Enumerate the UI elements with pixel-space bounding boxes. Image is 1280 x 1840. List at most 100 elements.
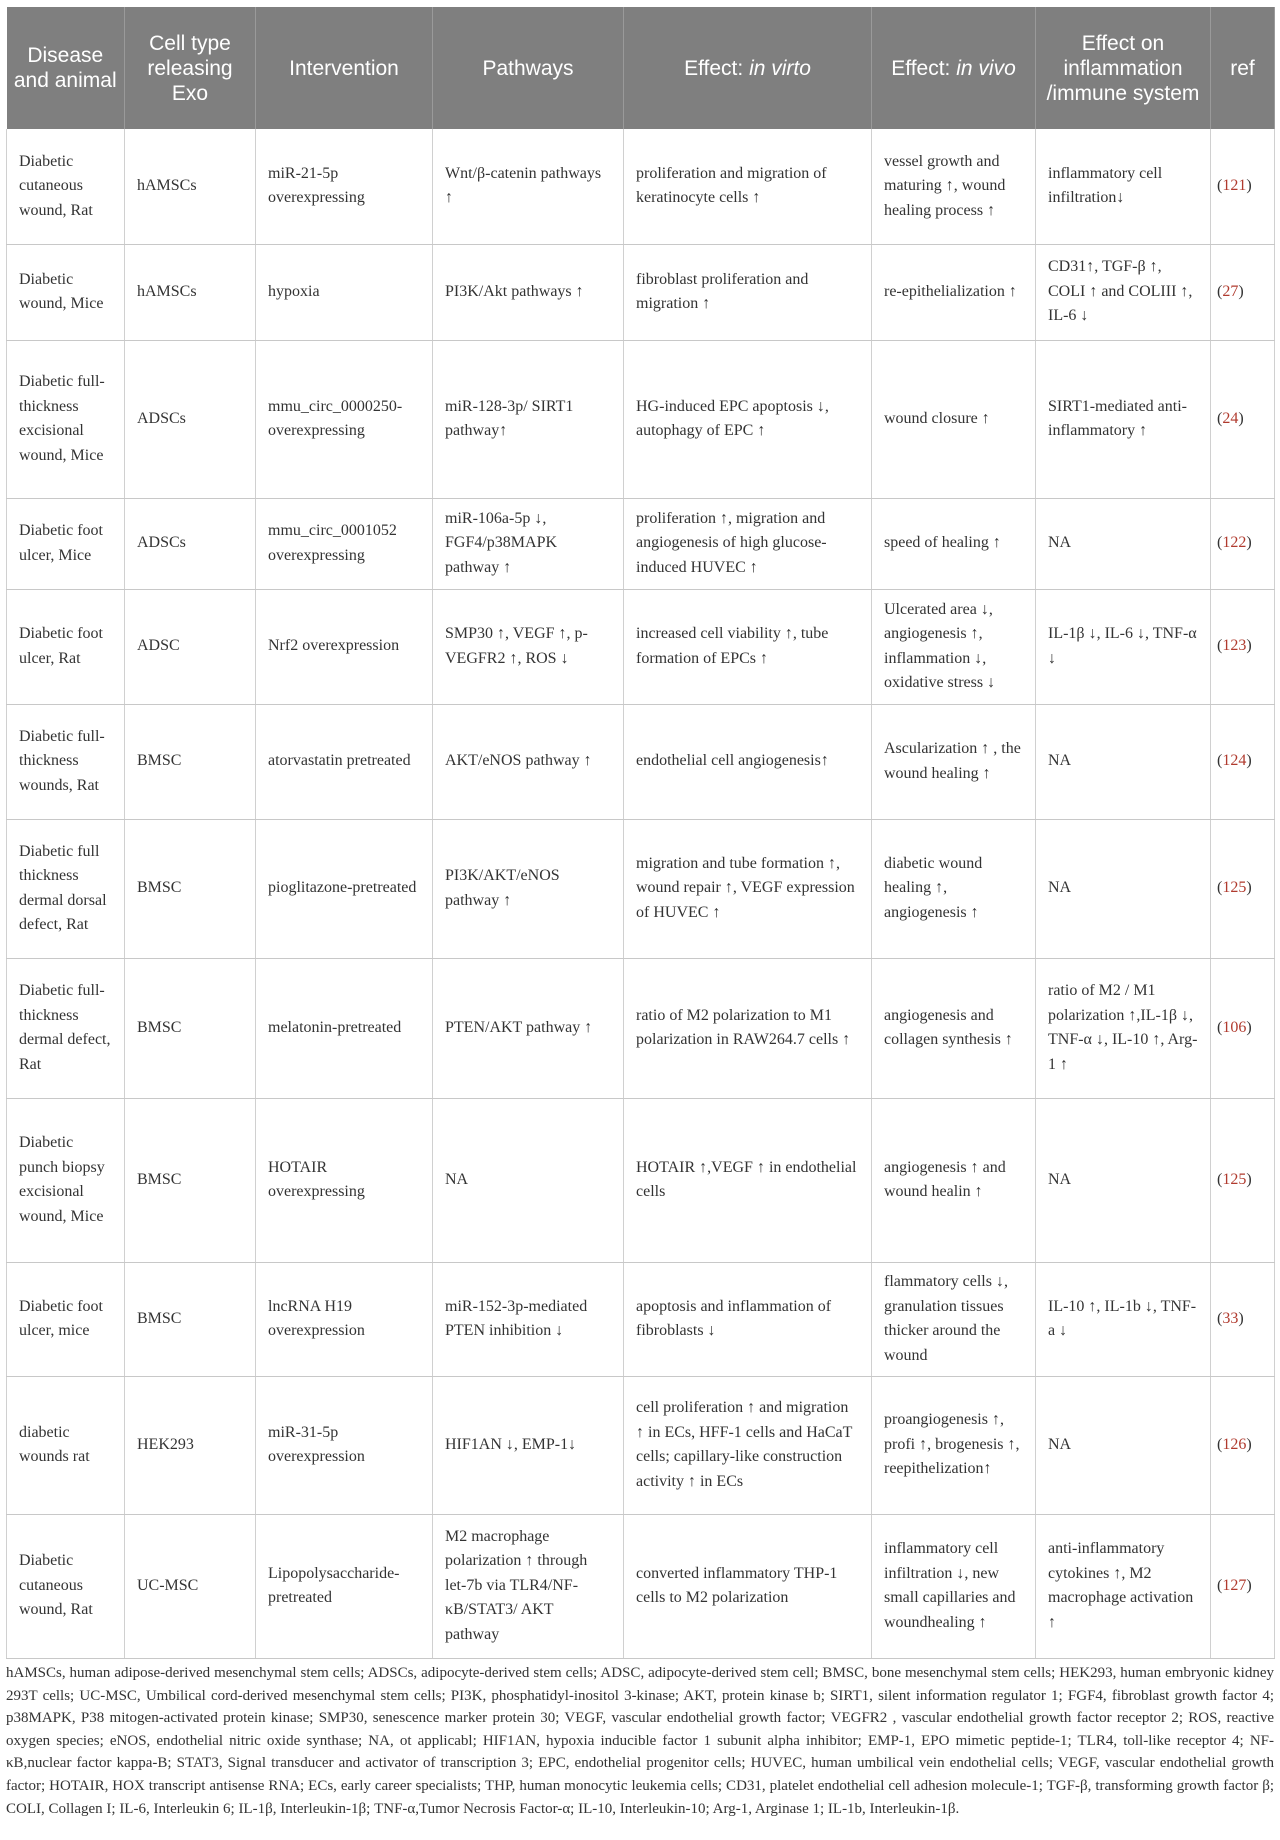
cell-cell-type: ADSC bbox=[124, 589, 256, 705]
table-footnote: hAMSCs, human adipose-derived mesenchyma… bbox=[6, 1665, 1274, 1817]
header-pathways: Pathways bbox=[432, 7, 624, 129]
cell-cell-type: BMSC bbox=[124, 1262, 256, 1377]
cell-inflammation: IL-10 ↑, IL-1b ↓, TNF-a ↓ bbox=[1035, 1262, 1211, 1377]
cell-inflammation: NA bbox=[1035, 1376, 1211, 1515]
cell-intervention: pioglitazone-pretreated bbox=[255, 819, 433, 959]
cell-cell-type: BMSC bbox=[124, 704, 256, 820]
cell-effect-in-vivo: speed of healing ↑ bbox=[871, 498, 1036, 590]
cell-ref: (126) bbox=[1210, 1376, 1275, 1515]
cell-effect-in-vivo: proangiogenesis ↑, profi ↑, brogenesis ↑… bbox=[871, 1376, 1036, 1515]
ref-link[interactable]: 125 bbox=[1222, 879, 1247, 897]
cell-effect-in-vitro: migration and tube formation ↑, wound re… bbox=[623, 819, 872, 959]
cell-effect-in-vivo: vessel growth and maturing ↑, wound heal… bbox=[871, 129, 1036, 245]
cell-inflammation: NA bbox=[1035, 704, 1211, 820]
cell-ref: (27) bbox=[1210, 244, 1275, 341]
cell-ref: (125) bbox=[1210, 819, 1275, 959]
cell-cell-type: BMSC bbox=[124, 1098, 256, 1263]
cell-disease: Diabetic full thickness dermal dorsal de… bbox=[6, 819, 125, 959]
table-container: Disease and animal Cell type releasing E… bbox=[6, 7, 1275, 1659]
cell-inflammation: SIRT1-mediated anti-inflammatory ↑ bbox=[1035, 340, 1211, 499]
ref-link[interactable]: 123 bbox=[1222, 637, 1247, 655]
cell-disease: Diabetic cutaneous wound, Rat bbox=[6, 129, 125, 245]
cell-disease: Diabetic cutaneous wound, Rat bbox=[6, 1514, 125, 1659]
table-row: Diabetic foot ulcer, mice BMSC lncRNA H19 … bbox=[6, 1262, 1275, 1377]
cell-effect-in-vitro: HG-induced EPC apoptosis ↓, autophagy of… bbox=[623, 340, 872, 499]
cell-cell-type: ADSCs bbox=[124, 340, 256, 499]
cell-effect-in-vitro: converted inflammatory THP-1 cells to M2… bbox=[623, 1514, 872, 1659]
cell-effect-in-vivo: flammatory cells ↓, granulation tissues … bbox=[871, 1262, 1036, 1377]
cell-effect-in-vitro: cell proliferation ↑ and migration ↑ in … bbox=[623, 1376, 872, 1515]
header-ref: ref bbox=[1210, 7, 1275, 129]
header-effect-in-vitro: Effect: in virto bbox=[623, 7, 872, 129]
cell-inflammation: inflammatory cell infiltration↓ bbox=[1035, 129, 1211, 245]
cell-intervention: Lipopolysaccharide-pretreated bbox=[255, 1514, 433, 1659]
header-in-vitro: in virto bbox=[749, 56, 811, 80]
cell-effect-in-vivo: re-epithelialization ↑ bbox=[871, 244, 1036, 341]
cell-pathways: PTEN/AKT pathway ↑ bbox=[432, 958, 624, 1099]
cell-pathways: HIF1AN ↓, EMP-1↓ bbox=[432, 1376, 624, 1515]
table-row: Diabetic full-thickness dermal defect, R… bbox=[6, 958, 1275, 1099]
header-cell-type: Cell type releasing Exo bbox=[124, 7, 256, 129]
header-effect-in-vivo: Effect: in vivo bbox=[871, 7, 1036, 129]
ref-link[interactable]: 33 bbox=[1222, 1309, 1239, 1327]
cell-effect-in-vivo: Ascularization ↑ , the wound healing ↑ bbox=[871, 704, 1036, 820]
cell-effect-in-vivo: angiogenesis and collagen synthesis ↑ bbox=[871, 958, 1036, 1099]
cell-cell-type: hAMSCs bbox=[124, 129, 256, 245]
ref-link[interactable]: 126 bbox=[1222, 1435, 1247, 1453]
cell-ref: (125) bbox=[1210, 1098, 1275, 1263]
cell-disease: diabetic wounds rat bbox=[6, 1376, 125, 1515]
cell-effect-in-vitro: proliferation and migration of keratinoc… bbox=[623, 129, 872, 245]
ref-link[interactable]: 127 bbox=[1222, 1576, 1247, 1594]
table-row: Diabetic full-thickness wounds, Rat BMSC a… bbox=[6, 704, 1275, 820]
cell-pathways: AKT/eNOS pathway ↑ bbox=[432, 704, 624, 820]
cell-effect-in-vivo: diabetic wound healing ↑, angiogenesis ↑ bbox=[871, 819, 1036, 959]
cell-disease: Diabetic foot ulcer, Rat bbox=[6, 589, 125, 705]
cell-intervention: atorvastatin pretreated bbox=[255, 704, 433, 820]
cell-ref: (127) bbox=[1210, 1514, 1275, 1659]
header-effect-label: Effect: bbox=[891, 56, 957, 80]
table-row: Diabetic foot ulcer, Rat ADSC Nrf2 overexp… bbox=[6, 589, 1275, 705]
ref-link[interactable]: 24 bbox=[1222, 409, 1239, 427]
ref-link[interactable]: 27 bbox=[1222, 282, 1239, 300]
cell-effect-in-vitro: endothelial cell angiogenesis↑ bbox=[623, 704, 872, 820]
cell-cell-type: HEK293 bbox=[124, 1376, 256, 1515]
cell-intervention: HOTAIR overexpressing bbox=[255, 1098, 433, 1263]
cell-intervention: lncRNA H19 overexpression bbox=[255, 1262, 433, 1377]
ref-link[interactable]: 122 bbox=[1222, 534, 1247, 552]
ref-link[interactable]: 124 bbox=[1222, 752, 1247, 770]
exosome-table: Disease and animal Cell type releasing E… bbox=[6, 7, 1275, 1659]
cell-ref: (24) bbox=[1210, 340, 1275, 499]
table-row: diabetic wounds rat HEK293 miR-31-5p overe… bbox=[6, 1376, 1275, 1515]
table-row: Diabetic wound, Mice hAMSCs hypoxia PI3K/Ak… bbox=[6, 244, 1275, 341]
cell-effect-in-vitro: proliferation ↑, migration and angiogene… bbox=[623, 498, 872, 590]
cell-inflammation: CD31↑, TGF-β ↑, COLI ↑ and COLIII ↑, IL-… bbox=[1035, 244, 1211, 341]
cell-cell-type: UC-MSC bbox=[124, 1514, 256, 1659]
cell-ref: (122) bbox=[1210, 498, 1275, 590]
cell-cell-type: BMSC bbox=[124, 819, 256, 959]
cell-effect-in-vitro: ratio of M2 polarization to M1 polarizat… bbox=[623, 958, 872, 1099]
ref-link[interactable]: 121 bbox=[1222, 177, 1247, 194]
header-effect-label: Effect: bbox=[684, 56, 750, 80]
cell-inflammation: ratio of M2 / M1 polarization ↑,IL-1β ↓,… bbox=[1035, 958, 1211, 1099]
cell-effect-in-vitro: fibroblast proliferation and migration ↑ bbox=[623, 244, 872, 341]
cell-inflammation: IL-1β ↓, IL-6 ↓, TNF-α ↓ bbox=[1035, 589, 1211, 705]
ref-link[interactable]: 125 bbox=[1222, 1170, 1247, 1188]
cell-pathways: miR-106a-5p ↓, FGF4/p38MAPK pathway ↑ bbox=[432, 498, 624, 590]
cell-intervention: Nrf2 overexpression bbox=[255, 589, 433, 705]
cell-pathways: NA bbox=[432, 1098, 624, 1263]
table-row: Diabetic cutaneous wound, Rat hAMSCs miR-2… bbox=[6, 129, 1275, 245]
cell-intervention: miR-21-5p overexpressing bbox=[255, 129, 433, 245]
cell-ref: (106) bbox=[1210, 958, 1275, 1099]
cell-effect-in-vitro: HOTAIR ↑,VEGF ↑ in endothelial cells bbox=[623, 1098, 872, 1263]
cell-effect-in-vivo: inflammatory cell infiltration ↓, new sm… bbox=[871, 1514, 1036, 1659]
ref-link[interactable]: 106 bbox=[1222, 1018, 1247, 1036]
header-in-vivo: in vivo bbox=[956, 56, 1016, 80]
cell-disease: Diabetic full-thickness dermal defect, R… bbox=[6, 958, 125, 1099]
header-disease: Disease and animal bbox=[6, 7, 125, 129]
cell-disease: Diabetic punch biopsy excisional wound, … bbox=[6, 1098, 125, 1263]
cell-ref: (124) bbox=[1210, 704, 1275, 820]
cell-pathways: M2 macrophage polarization ↑ through let… bbox=[432, 1514, 624, 1659]
cell-effect-in-vitro: increased cell viability ↑, tube formati… bbox=[623, 589, 872, 705]
cell-effect-in-vivo: angiogenesis ↑ and wound healin ↑ bbox=[871, 1098, 1036, 1263]
cell-ref: (121) bbox=[1210, 129, 1275, 245]
